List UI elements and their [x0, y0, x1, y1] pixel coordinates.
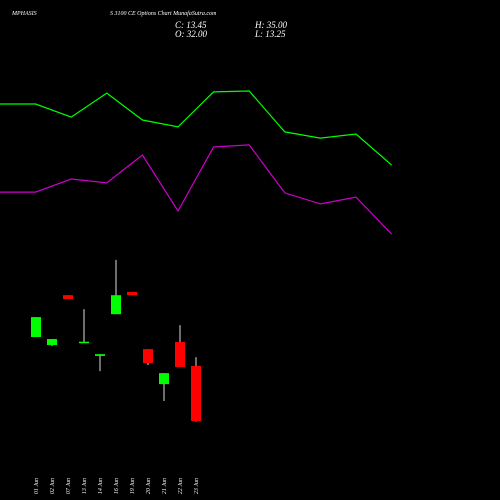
candle-body	[159, 373, 169, 385]
candle-body	[175, 342, 185, 367]
candle-body	[31, 317, 41, 337]
x-tick-label: 13 Jun	[82, 478, 88, 494]
x-tick-label: 20 Jun	[146, 478, 152, 494]
indicator-line	[0, 90, 392, 166]
candle-body	[111, 295, 121, 315]
indicator-line	[0, 144, 393, 235]
x-tick-label: 19 Jun	[130, 478, 136, 494]
candle-body	[127, 291, 137, 296]
x-tick-label: 01 Jun	[34, 478, 40, 494]
x-tick-label: 16 Jun	[114, 478, 120, 494]
high-label: H: 35.00	[254, 20, 287, 30]
open-label: O: 32.00	[175, 29, 207, 39]
x-tick-label: 07 Jun	[66, 478, 72, 494]
x-tick-label: 21 Jun	[162, 478, 168, 494]
candle-body	[47, 339, 57, 345]
chart-subtitle: S 3100 CE Options Chart MunafaSutra.com	[110, 10, 217, 17]
x-tick-label: 14 Jun	[97, 478, 104, 494]
candle-body	[95, 354, 105, 356]
x-tick-label: 22 Jun	[178, 478, 184, 494]
chart-title: MPHASIS	[11, 11, 37, 17]
candle-body	[79, 341, 89, 344]
close-label: C: 13.45	[175, 20, 207, 30]
candle-body	[191, 366, 201, 422]
x-tick-label: 23 Jun	[194, 478, 200, 494]
x-tick-label: 02 Jun	[50, 478, 56, 494]
low-label: L: 13.25	[254, 29, 286, 39]
candle-body	[63, 295, 73, 300]
candle-body	[143, 349, 153, 364]
